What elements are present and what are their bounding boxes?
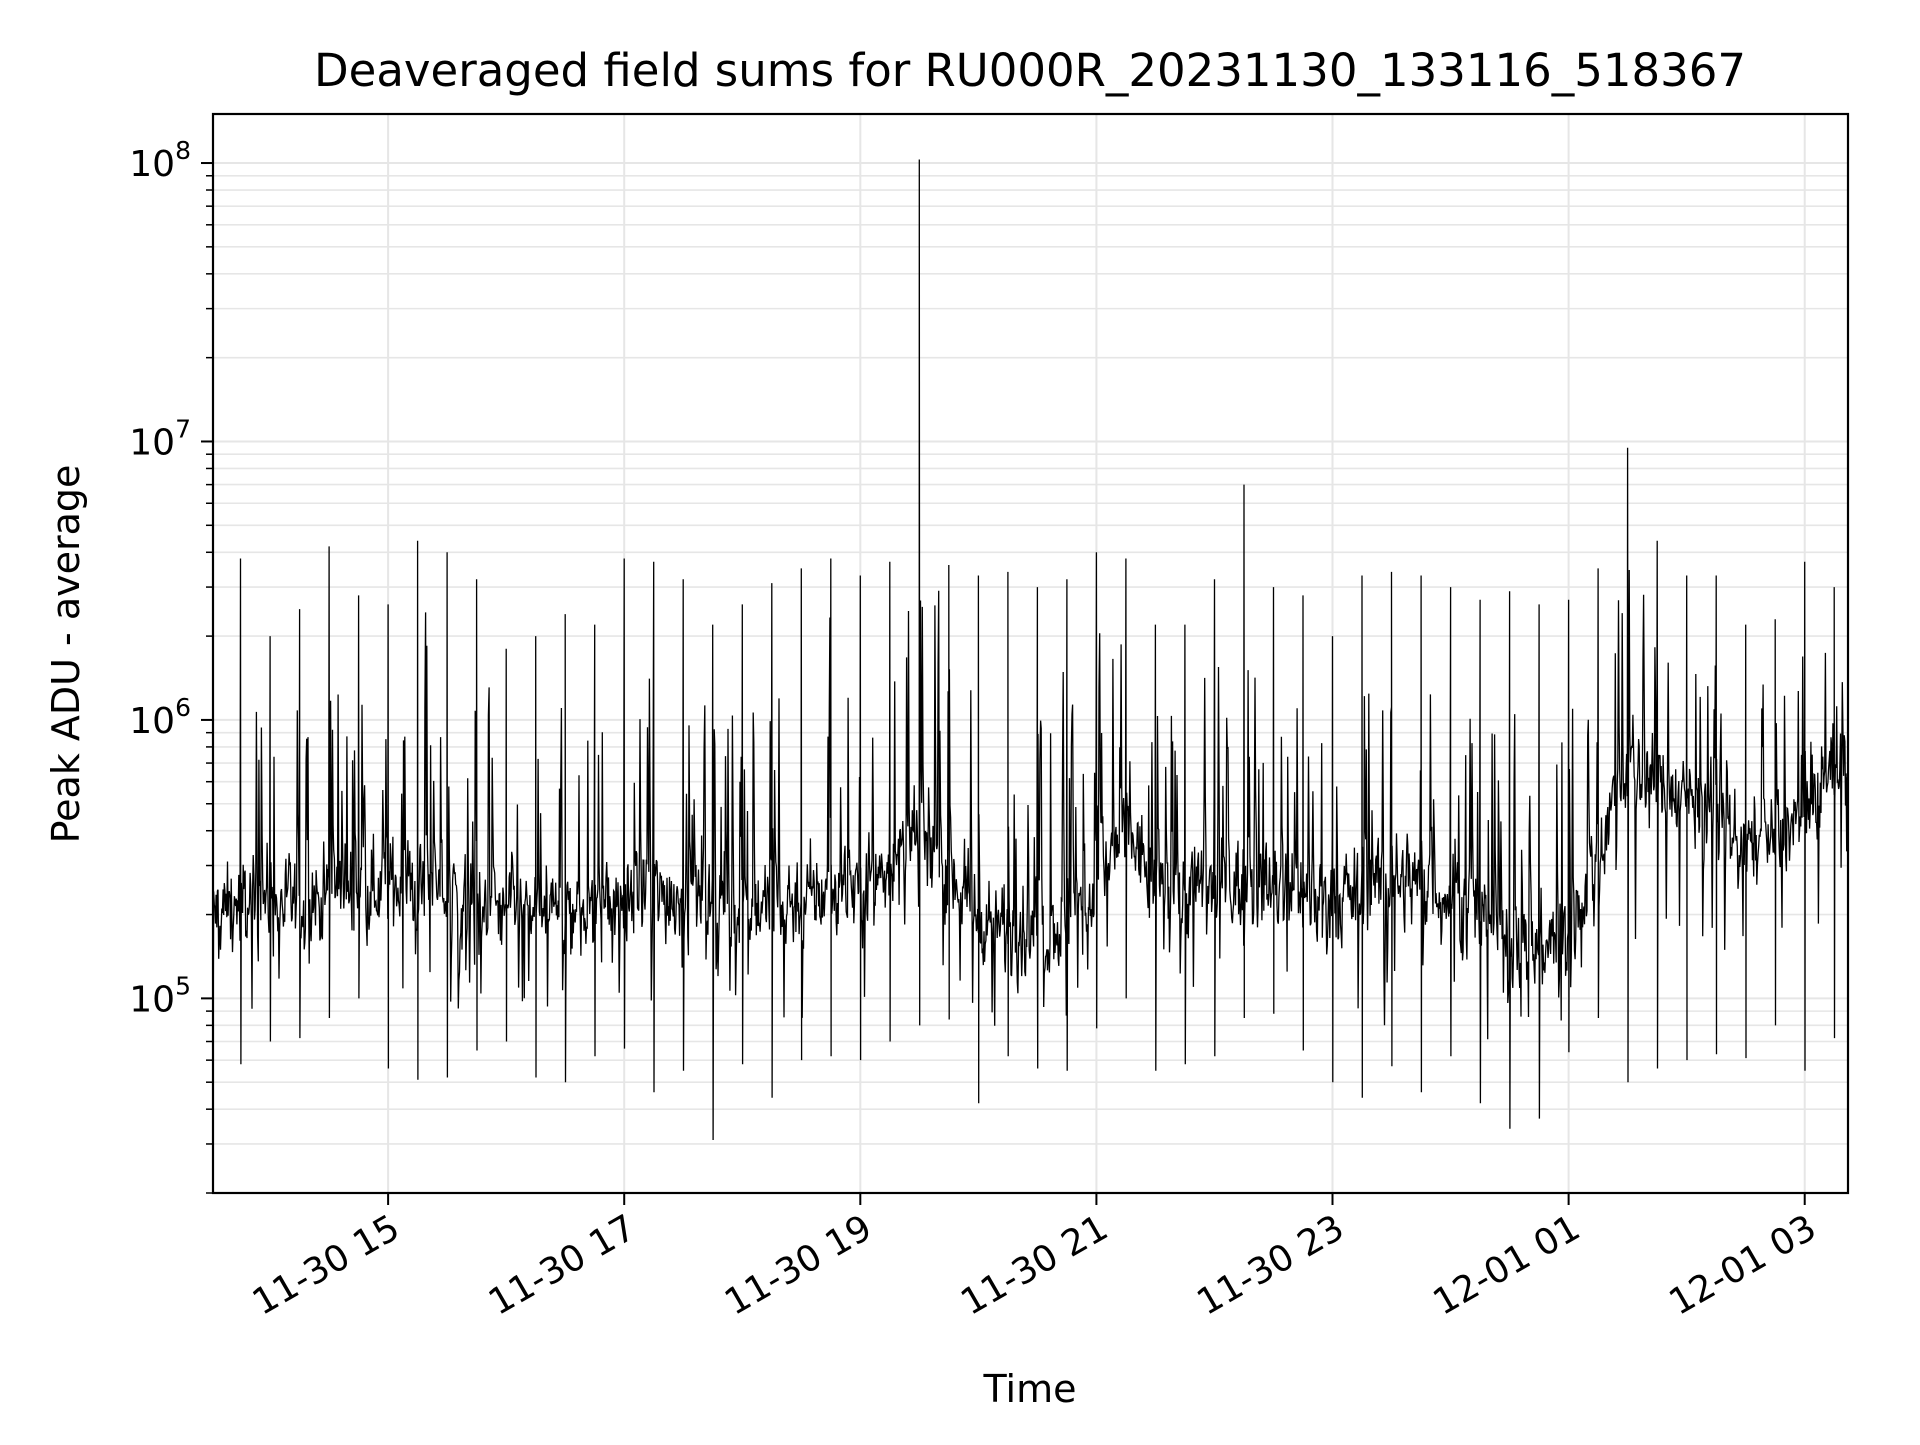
y-tick-label: 107 <box>129 414 191 463</box>
y-tick-label: 105 <box>129 971 191 1020</box>
chart-title: Deaveraged field sums for RU000R_2023113… <box>314 44 1746 97</box>
grid-layer <box>213 114 1848 1194</box>
y-tick-label: 108 <box>129 136 191 185</box>
y-tick-label: 106 <box>129 693 191 742</box>
y-axis-label: Peak ADU - average <box>44 465 88 844</box>
series-line-0 <box>212 159 1849 1141</box>
plot-frame <box>211 112 1850 1195</box>
x-axis-label: Time <box>983 1367 1077 1411</box>
series-layer <box>212 159 1849 1141</box>
